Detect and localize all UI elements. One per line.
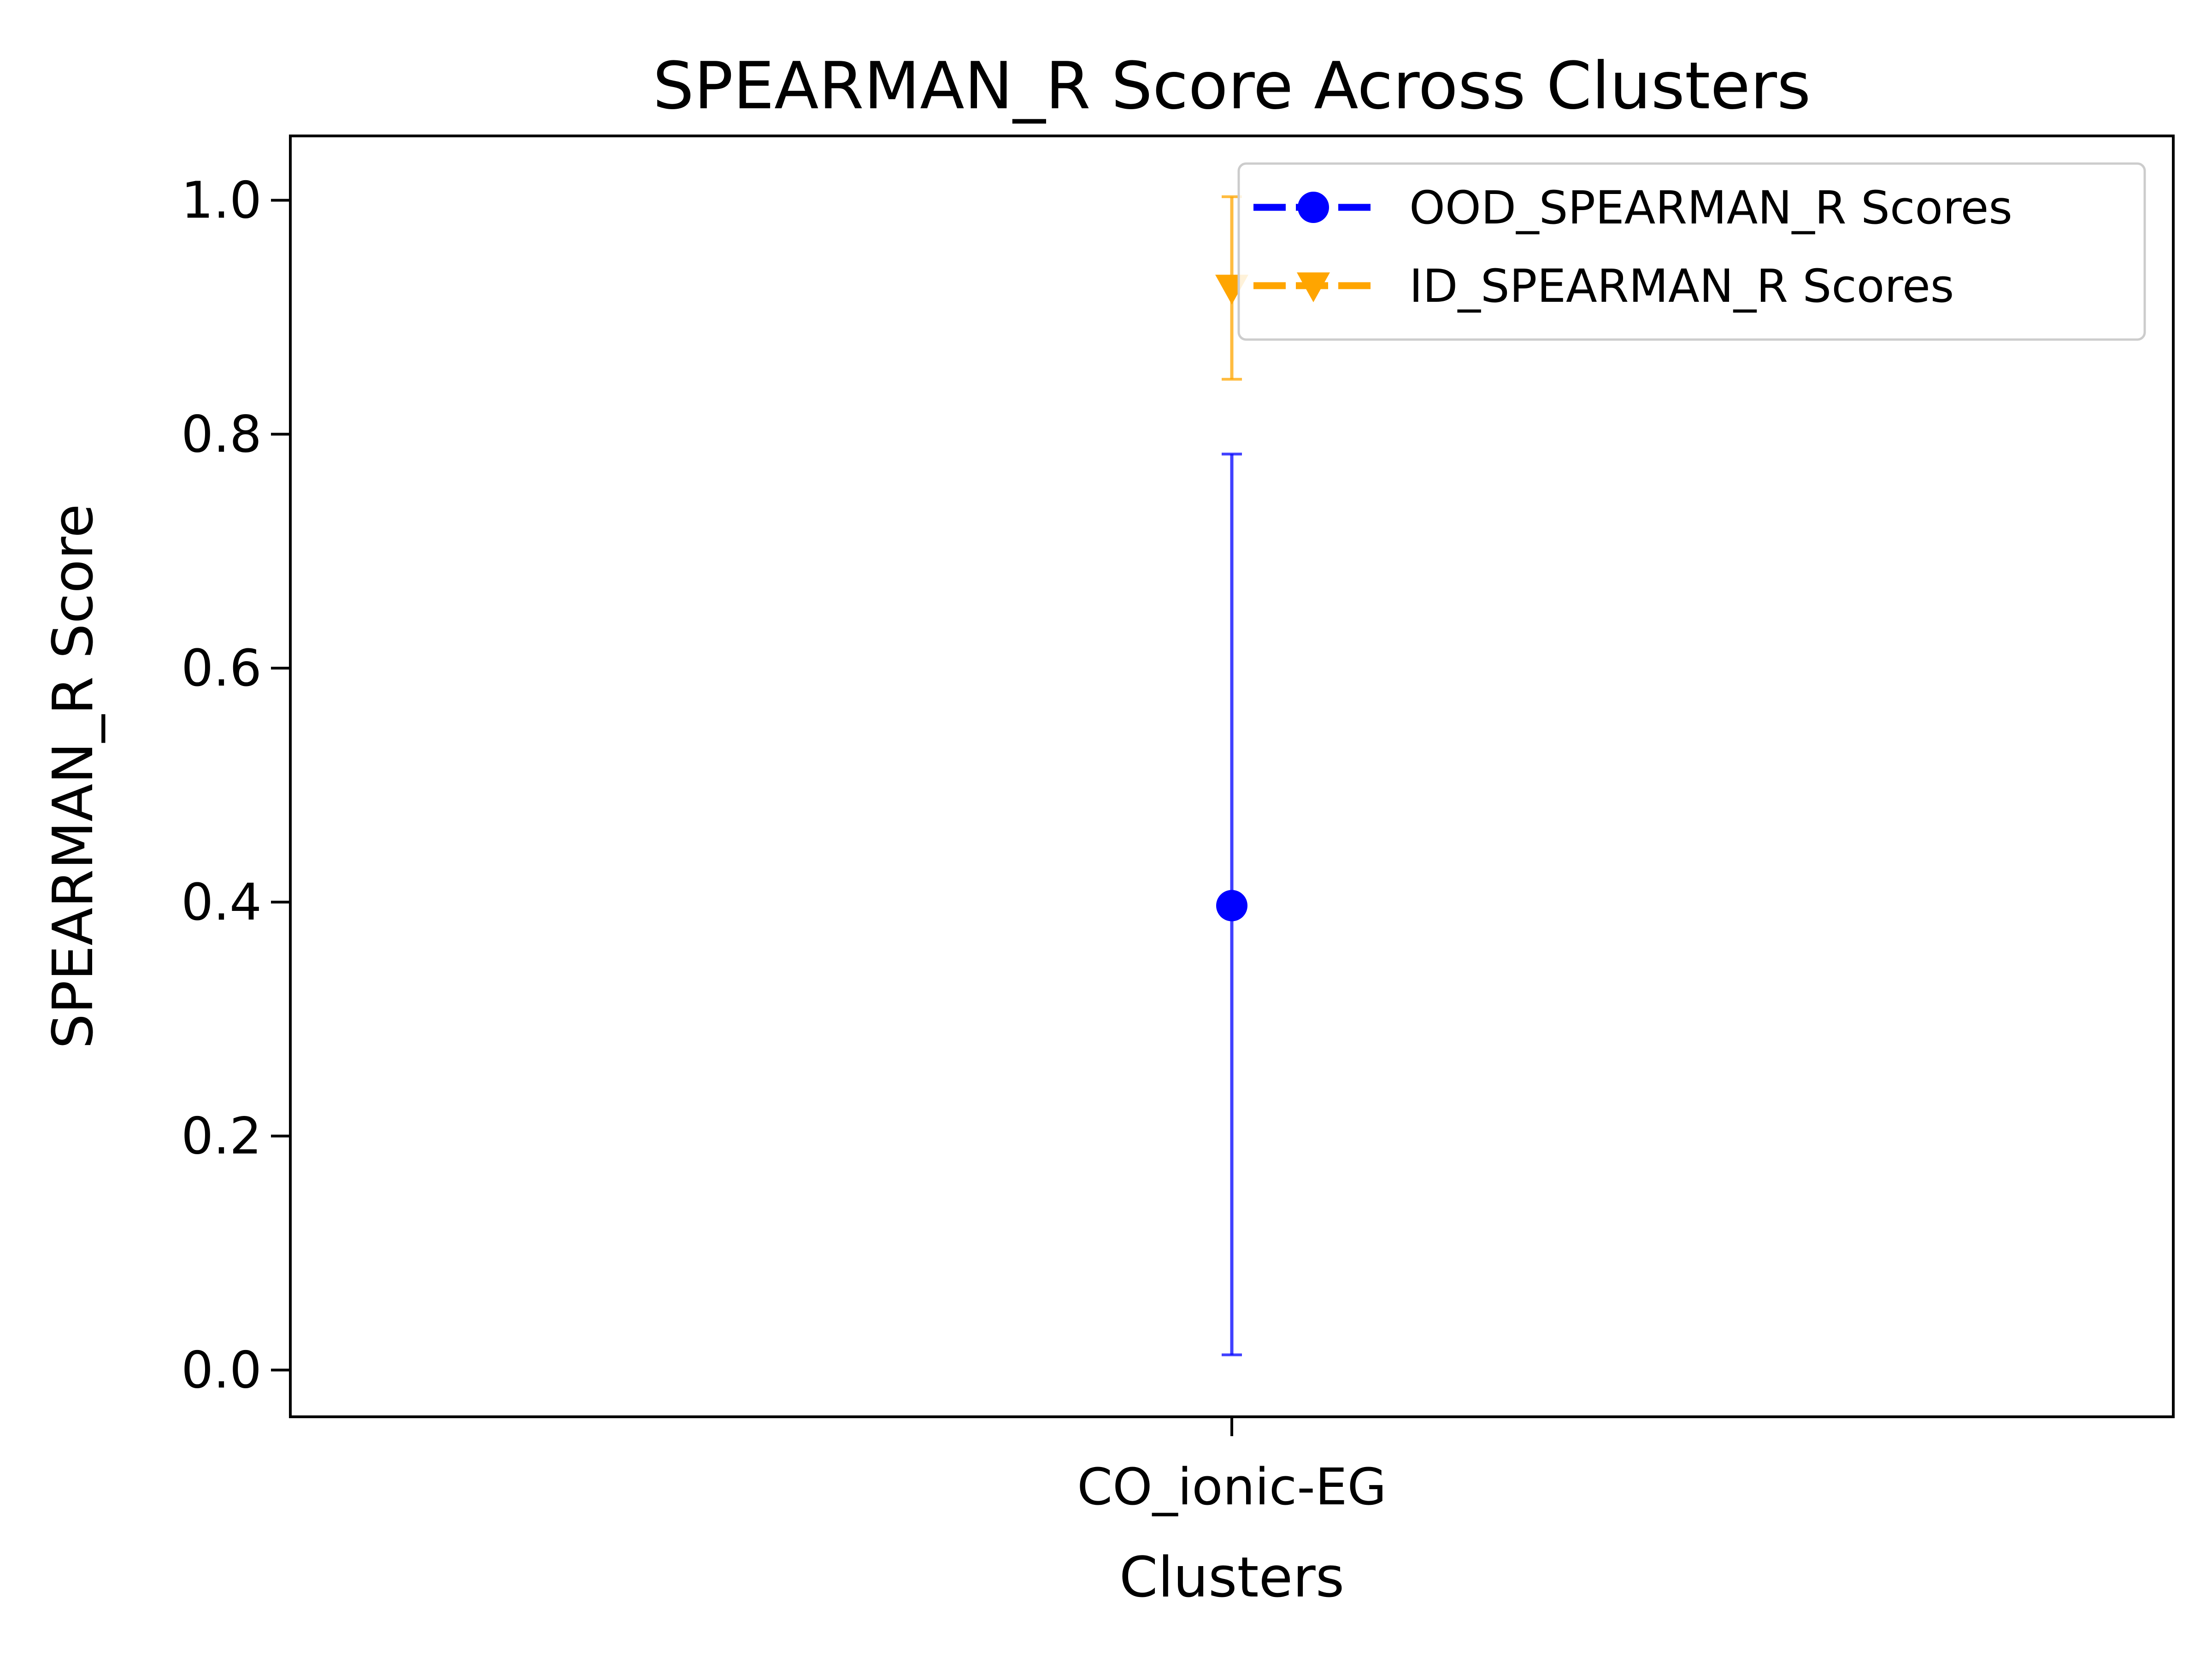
legend-frame xyxy=(1237,162,2146,341)
y-axis-ticks: 0.0 0.2 0.4 0.6 0.8 1.0 xyxy=(181,171,290,1399)
y-tick-label: 0.6 xyxy=(181,639,262,698)
legend-label: ID_SPEARMAN_R Scores xyxy=(1409,260,1954,313)
legend-entry: OOD_SPEARMAN_R Scores xyxy=(1253,182,2012,235)
legend: OOD_SPEARMAN_R Scores ID_SPEARMAN_R Score… xyxy=(1237,162,2146,341)
y-tick-label: 0.8 xyxy=(181,405,262,464)
y-tick-label: 0.4 xyxy=(181,873,262,932)
y-tick-label: 0.2 xyxy=(181,1107,262,1166)
series-ood xyxy=(1216,452,1247,1356)
y-axis-label: SPEARMAN_R Score xyxy=(41,504,106,1049)
y-tick-label: 0.0 xyxy=(181,1340,262,1399)
plot-area-frame xyxy=(289,135,2175,1418)
legend-entry: ID_SPEARMAN_R Scores xyxy=(1253,260,1954,313)
x-axis-ticks: CO_ionic-EG xyxy=(1077,1417,1387,1516)
chart-title: SPEARMAN_R Score Across Clusters xyxy=(653,48,1811,124)
x-tick-label: CO_ionic-EG xyxy=(1077,1457,1386,1516)
legend-marker xyxy=(1298,192,1329,223)
legend-marker xyxy=(1297,272,1330,302)
data-point xyxy=(1216,890,1247,921)
x-axis-label: Clusters xyxy=(1119,1546,1344,1610)
legend-label: OOD_SPEARMAN_R Scores xyxy=(1409,182,2012,235)
y-tick-label: 1.0 xyxy=(181,171,262,230)
